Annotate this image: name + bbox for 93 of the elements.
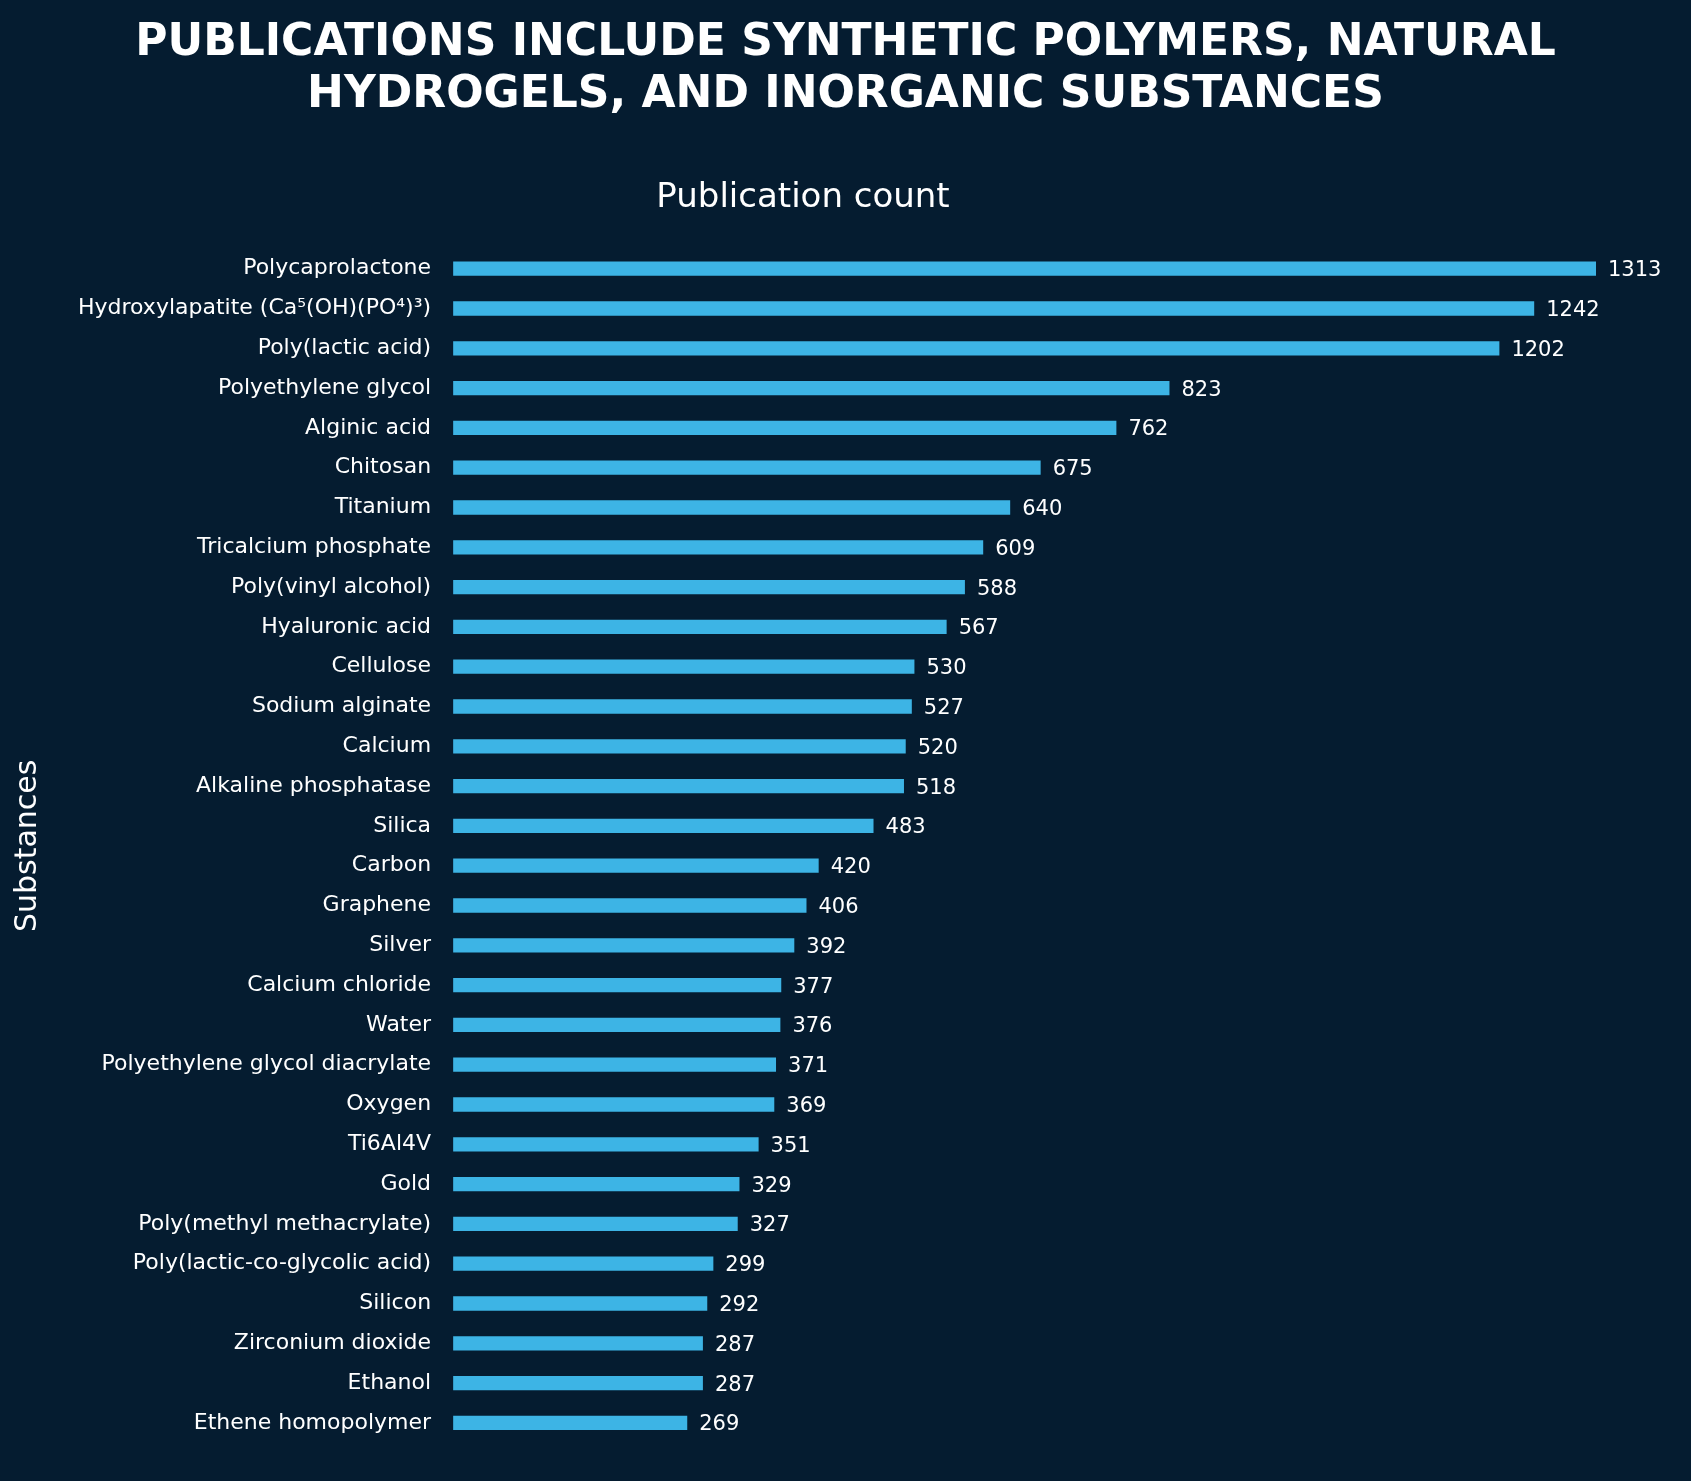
bar: [453, 1415, 688, 1431]
chart-title: PUBLICATIONS INCLUDE SYNTHETIC POLYMERS, NATURAL HYDROGELS, AND INORGANIC SUBSTANCES: [134, 13, 1557, 118]
data-label: 640: [1022, 495, 1063, 520]
bar: [453, 898, 807, 913]
y-tick-label: Alginic acid: [305, 413, 432, 439]
data-label: 762: [1128, 416, 1169, 441]
bar: [453, 659, 915, 674]
data-label: 369: [786, 1092, 827, 1117]
data-label: 269: [699, 1411, 740, 1436]
bar: [453, 341, 1500, 356]
y-tick-label: Polyethylene glycol: [217, 373, 432, 399]
y-tick-label: Ethanol: [347, 1368, 432, 1394]
data-label: 588: [976, 575, 1018, 600]
data-label: 406: [818, 893, 859, 918]
y-tick-label: Polyethylene glycol diacrylate: [101, 1050, 432, 1076]
data-label: 1202: [1511, 336, 1565, 361]
data-label: 567: [958, 615, 999, 640]
y-tick-label: Poly(vinyl alcohol): [230, 572, 432, 598]
y-tick-label: Calcium: [342, 732, 432, 758]
data-label: 377: [793, 973, 834, 998]
y-tick-label: Poly(lactic-co-glycolic acid): [132, 1249, 432, 1275]
bar: [453, 1216, 738, 1232]
bar: [453, 739, 906, 754]
bar: [453, 619, 947, 635]
y-tick-label: Chitosan: [334, 453, 432, 479]
y-tick-label: Hyaluronic acid: [261, 612, 432, 638]
data-label: 287: [714, 1331, 755, 1356]
y-tick-label: Hydroxylapatite (Ca⁵(OH)(PO⁴)³): [77, 294, 432, 320]
bar: [453, 818, 874, 834]
data-label: 1313: [1608, 257, 1662, 282]
y-tick-label: Silicon: [359, 1289, 432, 1315]
bar: [453, 1017, 781, 1033]
y-tick-label: Sodium alginate: [251, 692, 432, 718]
data-label: 609: [995, 535, 1036, 560]
bar: [453, 778, 904, 794]
bar: [453, 1375, 703, 1391]
bar: [453, 1176, 740, 1192]
bar: [453, 977, 782, 993]
y-tick-label: Cellulose: [331, 652, 432, 678]
data-label: 292: [719, 1291, 760, 1316]
data-label: 1242: [1546, 296, 1600, 321]
data-label: 420: [830, 854, 871, 879]
y-tick-label: Silica: [373, 811, 432, 837]
bar: [453, 1336, 703, 1351]
y-tick-label: Gold: [380, 1169, 432, 1195]
data-label: 287: [714, 1371, 755, 1396]
bar: [453, 1057, 777, 1072]
chart-subtitle: Publication count: [656, 175, 950, 216]
y-tick-label: Water: [366, 1010, 433, 1036]
y-tick-label: Tricalcium phosphate: [196, 533, 432, 559]
bar: [453, 460, 1041, 475]
data-label: 483: [885, 814, 926, 839]
bar: [453, 1296, 708, 1311]
data-label: 329: [751, 1172, 792, 1197]
data-label: 351: [770, 1132, 811, 1157]
data-label: 376: [792, 1013, 833, 1038]
y-tick-label: Ethene homopolymer: [193, 1408, 433, 1434]
bar: [453, 261, 1596, 276]
data-label: 392: [806, 933, 847, 958]
y-tick-label: Polycaprolactone: [243, 254, 432, 280]
bar: [453, 699, 912, 714]
data-label: 527: [923, 694, 964, 719]
bar: [453, 579, 965, 595]
y-tick-label: Calcium chloride: [247, 970, 432, 996]
y-tick-label: Graphene: [322, 891, 432, 917]
bar: [453, 420, 1117, 436]
y-tick-label: Carbon: [351, 851, 432, 877]
y-tick-label: Silver: [369, 931, 433, 957]
data-label: 371: [788, 1053, 829, 1078]
data-label: 327: [749, 1212, 790, 1237]
y-tick-label: Zirconium dioxide: [233, 1329, 432, 1355]
data-label: 530: [926, 655, 967, 680]
y-tick-label: Oxygen: [346, 1090, 432, 1116]
bar: [453, 938, 795, 953]
y-axis-title: Substances: [7, 759, 43, 933]
y-tick-label: Alkaline phosphatase: [196, 771, 432, 797]
y-tick-label: Poly(lactic acid): [257, 334, 432, 360]
bar: [453, 1256, 714, 1271]
bar: [453, 500, 1011, 515]
bar: [453, 1137, 759, 1152]
data-label: 518: [915, 774, 957, 799]
y-tick-label: Titanium: [333, 493, 432, 519]
bar: [453, 301, 1535, 316]
y-tick-label: Poly(methyl methacrylate): [138, 1209, 432, 1235]
bar: [453, 540, 984, 555]
data-label: 823: [1181, 376, 1222, 401]
data-label: 520: [917, 734, 958, 759]
bar: [453, 1097, 775, 1112]
data-label: 675: [1052, 456, 1093, 481]
y-tick-label: Ti6Al4V: [346, 1130, 432, 1156]
data-label: 299: [725, 1252, 766, 1277]
bar: [453, 858, 819, 873]
bar: [453, 380, 1170, 396]
